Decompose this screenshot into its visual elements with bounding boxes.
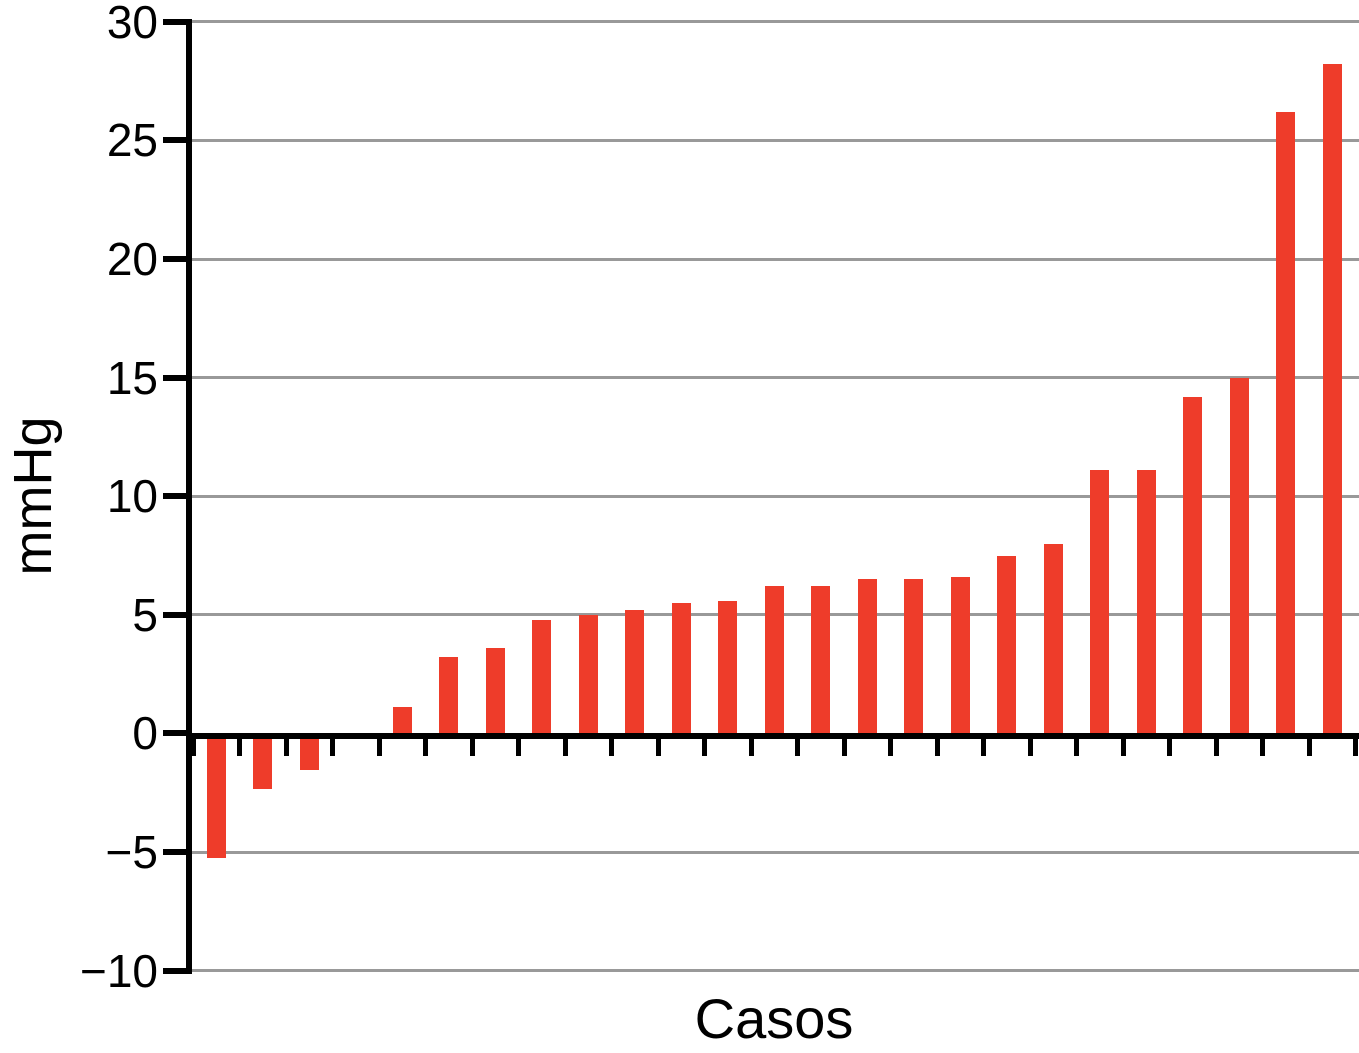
y-axis-tick	[163, 137, 189, 144]
case-bar	[1229, 377, 1249, 734]
x-axis-line	[186, 732, 1359, 739]
case-bar	[1276, 111, 1296, 734]
y-tick-label: 15	[106, 351, 158, 404]
x-axis-tick	[330, 738, 335, 756]
y-axis-line	[186, 18, 192, 974]
y-gridline	[192, 20, 1359, 24]
y-axis-tick	[163, 374, 189, 381]
x-axis-tick	[376, 738, 382, 756]
x-axis-tick	[1027, 738, 1033, 756]
y-tick-label: 30	[106, 0, 158, 48]
y-tick-label: 10	[106, 470, 158, 523]
x-axis-tick	[888, 738, 893, 756]
y-axis-tick	[163, 493, 189, 500]
y-tick-label: −5	[105, 826, 158, 878]
x-axis-tick	[1260, 738, 1265, 756]
x-axis-tick	[841, 738, 847, 756]
y-axis-tick	[163, 611, 189, 618]
case-bar	[718, 600, 738, 734]
x-axis-tick	[1167, 738, 1172, 756]
case-bar	[764, 586, 784, 734]
y-gridline	[192, 376, 1359, 380]
y-gridline	[192, 969, 1359, 973]
case-bar	[1136, 470, 1156, 734]
x-axis-tick	[748, 738, 754, 756]
y-gridline	[192, 257, 1359, 261]
case-bar	[206, 734, 226, 858]
x-axis-tick	[516, 738, 521, 756]
x-axis-tick	[655, 738, 661, 756]
case-bar	[299, 734, 319, 770]
x-axis-tick	[609, 738, 614, 756]
x-axis-tick	[795, 738, 800, 756]
y-tick-label: −10	[79, 944, 158, 997]
y-axis-tick	[163, 18, 189, 25]
case-bar	[1183, 396, 1203, 734]
case-bar	[671, 602, 691, 734]
case-bar	[997, 555, 1017, 734]
y-axis-tick	[163, 256, 189, 262]
case-bar	[485, 648, 505, 734]
y-tick-label: 5	[132, 588, 158, 641]
case-bar	[1322, 64, 1342, 734]
x-axis-tick	[934, 738, 940, 756]
y-gridline	[192, 850, 1359, 854]
case-bar	[950, 576, 970, 734]
y-tick-label: 0	[132, 707, 158, 760]
case-bar	[253, 734, 273, 789]
x-axis-tick	[237, 738, 242, 756]
y-gridline	[192, 494, 1359, 498]
y-gridline	[192, 138, 1359, 142]
x-axis-tick	[562, 738, 568, 756]
case-bar	[625, 610, 645, 734]
case-bar	[578, 614, 598, 734]
case-bar	[857, 579, 877, 734]
case-bar	[811, 586, 831, 734]
x-axis-tick	[283, 738, 289, 756]
x-axis-title: Casos	[694, 987, 854, 1050]
x-axis-tick	[702, 738, 707, 756]
y-axis-tick	[163, 849, 189, 855]
case-bar	[439, 657, 459, 734]
x-axis-tick	[190, 738, 196, 756]
x-axis-tick	[981, 738, 986, 756]
case-bar	[392, 707, 412, 734]
case-bar	[532, 619, 552, 734]
y-tick-label: 25	[106, 114, 158, 167]
case-bar	[1090, 470, 1110, 734]
x-axis-tick	[1306, 738, 1312, 756]
y-tick-label: 20	[106, 233, 158, 285]
y-axis-tick	[163, 967, 189, 974]
case-bar	[904, 579, 924, 734]
y-axis-tick	[163, 730, 189, 737]
x-axis-tick	[1120, 738, 1126, 756]
x-axis-tick	[1353, 738, 1358, 756]
case-bar	[1043, 543, 1063, 734]
x-axis-tick	[1213, 738, 1219, 756]
x-axis-tick	[423, 738, 428, 756]
x-axis-tick	[469, 738, 475, 756]
x-axis-tick	[1074, 738, 1079, 756]
